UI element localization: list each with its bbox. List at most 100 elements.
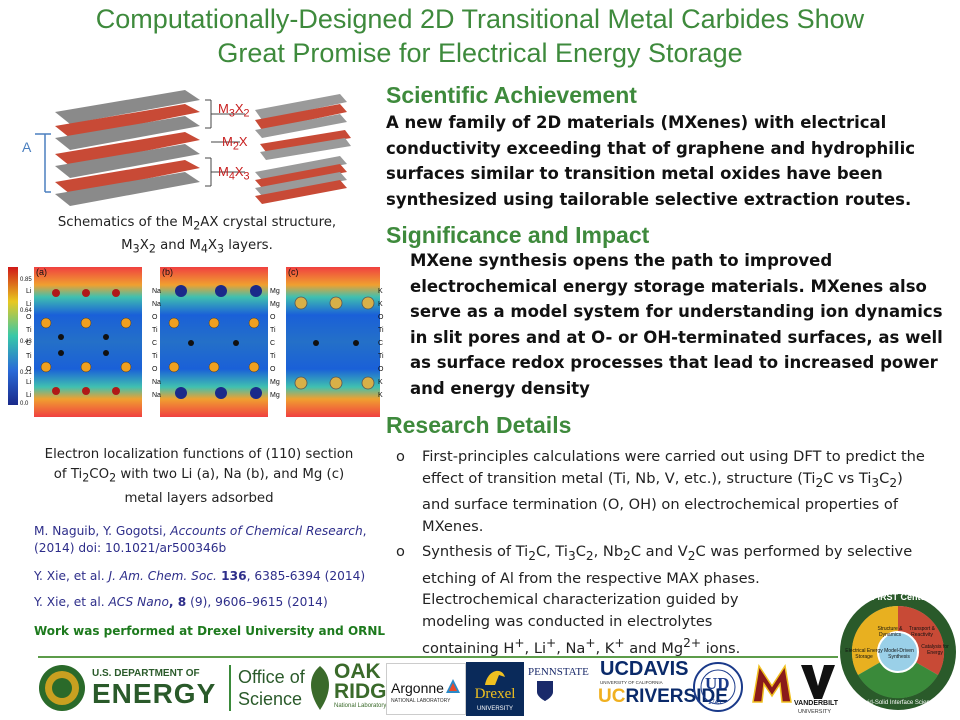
f2c-p2: of Ti	[53, 467, 83, 482]
f2c-p3: CO	[89, 467, 110, 482]
m4x3-crystal	[255, 156, 347, 204]
doe-divider	[229, 665, 231, 711]
figure2-caption: Electron localization functions of (110)…	[18, 445, 380, 509]
atom-label: Ti	[270, 353, 276, 360]
b2-p10: and Mg	[624, 639, 684, 657]
colorbar-tick: 0.21	[20, 370, 32, 376]
m3x2-label: M3X2	[218, 101, 250, 120]
b1-post: ) and surface termination (O, OH) on ele…	[422, 469, 903, 535]
bullet-mark: o	[396, 448, 405, 465]
doe-seal-icon	[39, 665, 85, 711]
panel-c-map	[286, 267, 380, 417]
reference-1: M. Naguib, Y. Gogotsi, Accounts of Chemi…	[34, 523, 384, 557]
drexel-sub: UNIVERSITY	[476, 706, 513, 712]
vanderbilt-text: VANDERBILT	[794, 700, 839, 707]
b2-p6: C was performed by selective etching of …	[422, 543, 913, 587]
f1c-s4: 4	[200, 242, 208, 256]
colorbar-tick: 0.85	[20, 277, 32, 283]
reference-2: Y. Xie, et al. J. Am. Chem. Soc. 136, 63…	[34, 568, 384, 585]
achievement-heading: Scientific Achievement	[386, 82, 637, 108]
drexel-logo: Drexel UNIVERSITY	[466, 662, 524, 716]
crystal-structure-figure	[35, 90, 351, 206]
atom-label: K	[378, 379, 383, 386]
ornl-national-lab: National Laboratory	[334, 703, 387, 709]
f1c-s2: 3	[132, 242, 140, 256]
m4x3-sub1: 4	[228, 170, 235, 183]
atom-label: Ti	[378, 353, 384, 360]
right-edge-labels: K K O Ti C Ti O K K	[378, 285, 384, 402]
b1-sub3: 2	[889, 475, 898, 490]
efrc-label-1: Electrical Energy Storage	[845, 648, 883, 660]
colorbar-tick: 0.43	[20, 339, 32, 345]
f1c-s5: 3	[217, 242, 225, 256]
colorbar-tick: 0.64	[20, 308, 32, 314]
m4x3-x: X	[234, 164, 244, 179]
ref2-authors: Y. Xie, et al.	[34, 569, 109, 583]
m4x3-m: M	[218, 164, 229, 179]
panel-b-atoms	[175, 285, 262, 399]
doe-small-text: U.S. DEPARTMENT OF	[92, 668, 200, 679]
f1c-p7: layers.	[224, 237, 273, 253]
atom-label: O	[378, 314, 384, 321]
title-line-1: Computationally-Designed 2D Transitional…	[95, 4, 865, 34]
b2-p7: , Li	[524, 639, 547, 657]
f1c-s3: 2	[148, 242, 156, 256]
f2c-p5: metal layers adsorbed	[124, 490, 274, 506]
drexel-dragon-icon	[485, 670, 505, 685]
atom-label: O	[152, 314, 158, 321]
panel-a-map	[34, 267, 142, 417]
m3x2-crystal	[255, 94, 347, 138]
efrc-label-5: Model-Driven Synthesis	[884, 648, 914, 660]
atom-label: Na	[152, 288, 161, 295]
b2-p3: C	[575, 543, 586, 561]
panel-a-atoms	[52, 289, 120, 395]
atom-label: O	[152, 366, 158, 373]
doe-energy-text: ENERGY	[92, 678, 217, 709]
ref3-rest: (9), 9606–9615 (2014)	[186, 595, 328, 609]
argonne-text: Argonne	[391, 680, 444, 696]
m3x2-sub2: 2	[243, 107, 250, 120]
atom-label: Ti	[270, 327, 276, 334]
atom-label: C	[152, 340, 158, 347]
b2-sup1: +	[514, 635, 525, 650]
ucr-riverside: RIVERSIDE	[625, 686, 728, 707]
panel-c-tag: (c)	[288, 267, 299, 277]
panel-c-ti-atoms	[313, 340, 359, 346]
elf-figure: 0.85 0.64 0.43 0.21 0.0 (a) (b) (c) Li Li…	[6, 263, 386, 431]
work-note: Work was performed at Drexel University …	[34, 624, 386, 638]
ucr-uc: UC	[598, 686, 626, 707]
b2-narrow-block: Electrochemical characterization guided …	[422, 589, 777, 659]
b1-mid2: C	[879, 469, 890, 487]
significance-heading: Significance and Impact	[386, 222, 650, 248]
atom-label: Ti	[152, 353, 158, 360]
atom-label: Ti	[26, 353, 32, 360]
details-heading: Research Details	[386, 412, 572, 438]
colorbar-ticks: 0.85 0.64 0.43 0.21 0.0	[20, 265, 32, 420]
bullet-mark: o	[396, 543, 405, 561]
atom-label: C	[26, 340, 32, 347]
f2c-p4: with two Li (a), Na (b), and Mg (c)	[116, 467, 345, 482]
panel-c-atoms	[294, 296, 375, 390]
b2-sup3: +	[585, 635, 596, 650]
b2-p1: Synthesis of Ti	[422, 543, 529, 561]
achievement-text: A new family of 2D materials (MXenes) wi…	[386, 113, 916, 209]
atom-label: Mg	[270, 301, 280, 308]
atom-label: O	[26, 314, 32, 321]
b1-mid1: C vs Ti	[823, 469, 872, 487]
footer-divider	[38, 656, 838, 658]
f1c-s1: 2	[193, 219, 201, 233]
atom-label: Ti	[378, 327, 384, 334]
ref3-volume: , 8	[168, 595, 187, 609]
b1-pre: First-principles calculations were carri…	[422, 448, 925, 487]
atom-label: Na	[152, 379, 161, 386]
drexel-text: Drexel	[474, 686, 516, 702]
atom-label: Li	[26, 288, 32, 295]
ref3-journal: ACS Nano	[108, 595, 169, 609]
colorbar	[8, 267, 18, 405]
atom-label: O	[26, 366, 32, 373]
ornl-leaf-icon	[311, 666, 329, 710]
atom-label: Mg	[270, 392, 280, 399]
delaware-year: 1743	[708, 700, 722, 706]
atom-label: Na	[152, 301, 161, 308]
atom-label: Ti	[26, 327, 32, 334]
